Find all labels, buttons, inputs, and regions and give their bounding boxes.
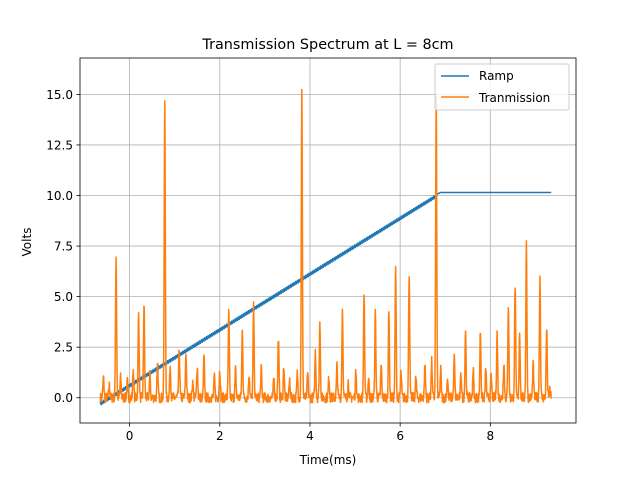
- transmission-line: [99, 88, 552, 404]
- chart-title: Transmission Spectrum at L = 8cm: [201, 37, 453, 53]
- y-tick-label: 15.0: [46, 88, 73, 102]
- legend-label-transmission: Tranmission: [478, 91, 550, 105]
- y-tick-label: 5.0: [54, 290, 73, 304]
- legend-label-ramp: Ramp: [479, 69, 514, 83]
- plot-frame: [79, 57, 577, 424]
- x-tick-label: 6: [396, 429, 404, 443]
- x-axis-label: Time(ms): [299, 453, 357, 467]
- x-tick-label: 8: [487, 429, 495, 443]
- x-tick-label: 4: [306, 429, 314, 443]
- y-tick-label: 10.0: [46, 189, 73, 203]
- y-tick-label: 2.5: [54, 341, 73, 355]
- x-tick-label: 2: [216, 429, 224, 443]
- y-tick-label: 7.5: [54, 240, 73, 254]
- legend: Ramp Tranmission: [434, 63, 570, 111]
- y-tick-label: 0.0: [54, 391, 73, 405]
- y-tick-label: 12.5: [46, 138, 73, 152]
- y-axis-label: Volts: [20, 228, 34, 257]
- x-tick-label: 0: [126, 429, 134, 443]
